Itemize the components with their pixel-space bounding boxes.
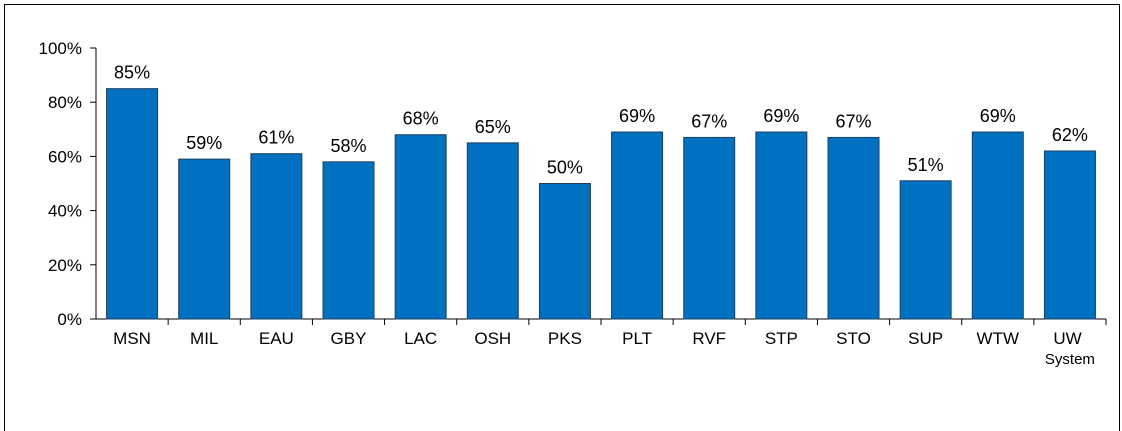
frame (4, 4, 1120, 431)
y-tick-label: 0% (57, 310, 82, 329)
x-tick-label: RVF (692, 329, 726, 348)
x-tick-label: LAC (404, 329, 437, 348)
y-tick-label: 20% (48, 256, 82, 275)
x-tick-label: MIL (190, 329, 218, 348)
bar (538, 183, 591, 320)
bar (755, 131, 808, 320)
y-tick-label: 60% (48, 147, 82, 166)
value-label: 65% (475, 117, 511, 137)
bar (394, 134, 447, 320)
x-tick-label: STO (836, 329, 871, 348)
value-label: 67% (835, 111, 871, 131)
y-tick-label: 40% (48, 202, 82, 221)
bar (1043, 150, 1096, 320)
bar (827, 136, 880, 320)
x-tick-label: PLT (622, 329, 652, 348)
x-tick-label: UW System (1045, 329, 1095, 368)
value-label: 68% (403, 109, 439, 129)
x-tick-label: EAU (259, 329, 294, 348)
value-label: 59% (186, 133, 222, 153)
x-tick-label: WTW (977, 329, 1019, 348)
value-label: 58% (330, 136, 366, 156)
value-label: 51% (908, 155, 944, 175)
y-tick-label: 80% (48, 93, 82, 112)
x-tick-label: MSN (113, 329, 151, 348)
value-label: 67% (691, 111, 727, 131)
value-label: 69% (763, 106, 799, 126)
bar (322, 161, 375, 320)
x-tick-label: STP (765, 329, 798, 348)
bar (899, 180, 952, 320)
value-label: 69% (980, 106, 1016, 126)
y-tick-label: 100% (39, 39, 82, 58)
value-label: 69% (619, 106, 655, 126)
bar (178, 158, 231, 320)
x-tick-label: SUP (908, 329, 943, 348)
bar (250, 153, 303, 320)
bar (611, 131, 664, 320)
value-label: 50% (547, 158, 583, 178)
value-label: 61% (258, 128, 294, 148)
bar (683, 136, 736, 320)
value-label: 62% (1052, 125, 1088, 145)
x-tick-label: OSH (474, 329, 511, 348)
bar (971, 131, 1024, 320)
x-tick-label: GBY (331, 329, 367, 348)
bar (106, 88, 159, 320)
x-tick-label: PKS (548, 329, 582, 348)
bar (466, 142, 519, 320)
value-label: 85% (114, 63, 150, 83)
